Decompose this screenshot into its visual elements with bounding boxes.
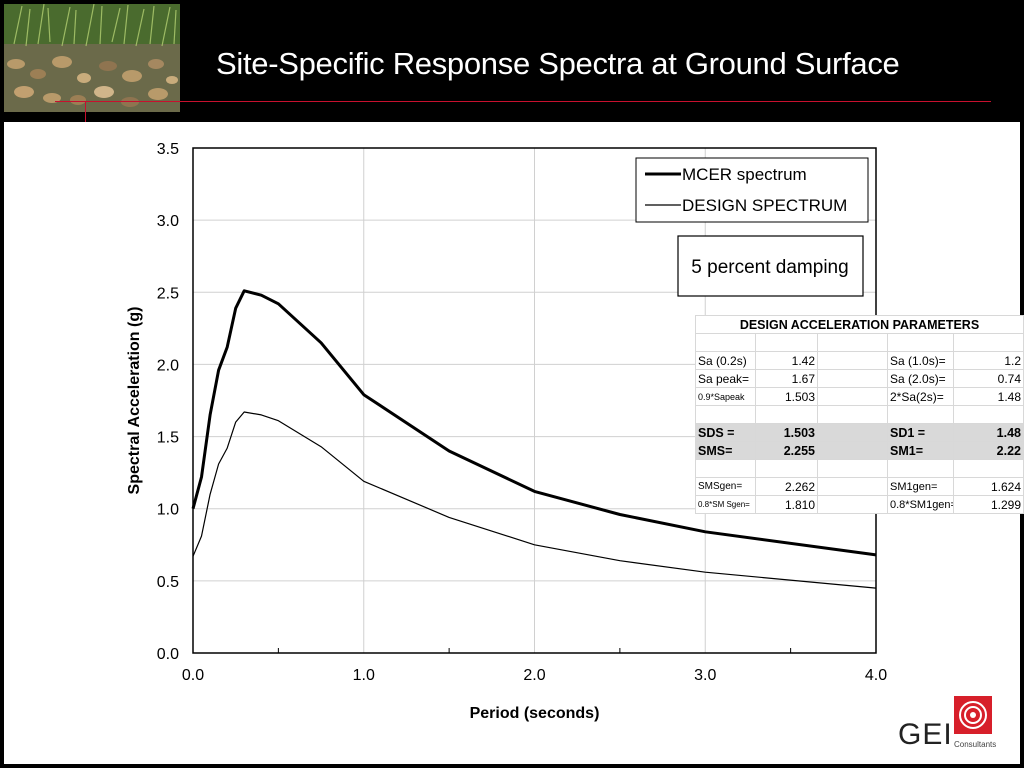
y-tick-label: 2.0 — [157, 357, 179, 374]
param-value: 1.48 — [953, 387, 1024, 406]
legend-label: DESIGN SPECTRUM — [682, 196, 847, 215]
x-tick-label: 4.0 — [865, 667, 887, 684]
param-row: SMSgen= 2.262 SM1gen= 1.624 — [695, 477, 1024, 496]
param-value: 1.299 — [953, 495, 1024, 514]
param-value: 2.22 — [953, 441, 1024, 460]
logo-subtitle: Consultants — [954, 740, 997, 749]
param-label: Sa (0.2s) — [695, 351, 756, 370]
param-value: 1.503 — [755, 387, 818, 406]
y-tick-label: 1.5 — [157, 430, 179, 447]
x-tick-label: 0.0 — [182, 667, 204, 684]
annotation-box — [677, 235, 864, 297]
logo-text: GEI — [898, 718, 953, 751]
param-row-shaded: SDS = 1.503 SD1 = 1.48 — [695, 423, 1024, 442]
title-underline — [55, 101, 991, 102]
param-label: 2*Sa(2s)= — [887, 387, 954, 406]
param-row-shaded: SMS= 2.255 SM1= 2.22 — [695, 441, 1024, 460]
series-line-2 — [192, 411, 877, 589]
param-row: 0.9*Sapeak 1.503 2*Sa(2s)= 1.48 — [695, 387, 1024, 406]
param-label: SM1gen= — [887, 477, 954, 496]
y-tick-label: 3.0 — [157, 213, 179, 230]
param-value: 1.42 — [755, 351, 818, 370]
slide-header: Site-Specific Response Spectra at Ground… — [0, 0, 1024, 161]
param-value: 1.2 — [953, 351, 1024, 370]
param-label: 0.9*Sapeak — [695, 387, 756, 406]
param-value: 1.624 — [953, 477, 1024, 496]
param-label: SDS = — [695, 423, 756, 442]
param-label: Sa (2.0s)= — [887, 369, 954, 388]
param-value: 1.48 — [953, 423, 1024, 442]
slide-title: Site-Specific Response Spectra at Ground… — [216, 46, 900, 81]
param-row: Sa (0.2s) 1.42 Sa (1.0s)= 1.2 — [695, 351, 1024, 370]
legend-label: MCER spectrum — [682, 165, 807, 184]
param-label: SMSgen= — [695, 477, 756, 496]
gei-logo: GEI Consultants — [898, 696, 998, 756]
design-parameters-table: DESIGN ACCELERATION PARAMETERS Sa (0.2s)… — [695, 315, 1024, 514]
param-value: 0.74 — [953, 369, 1024, 388]
param-label: Sa peak= — [695, 369, 756, 388]
param-value: 1.810 — [755, 495, 818, 514]
param-label: SMS= — [695, 441, 756, 460]
param-value: 2.262 — [755, 477, 818, 496]
x-tick-label: 1.0 — [353, 667, 375, 684]
param-label: Sa (1.0s)= — [887, 351, 954, 370]
y-tick-label: 0.0 — [157, 646, 179, 663]
legend-box — [635, 157, 869, 223]
param-label: SD1 = — [887, 423, 954, 442]
param-row: Sa peak= 1.67 Sa (2.0s)= 0.74 — [695, 369, 1024, 388]
annotation-text: 5 percent damping — [691, 257, 848, 278]
y-axis-label: Spectral Acceleration (g) — [126, 307, 143, 495]
param-label: SM1= — [887, 441, 954, 460]
header-photo — [4, 4, 180, 112]
y-tick-label: 0.5 — [157, 574, 179, 591]
param-value: 2.255 — [755, 441, 818, 460]
x-axis-label: Period (seconds) — [470, 705, 600, 722]
y-tick-label: 1.0 — [157, 502, 179, 519]
param-value: 1.503 — [755, 423, 818, 442]
logo-mark-icon — [954, 696, 992, 734]
y-tick-label: 3.5 — [157, 141, 179, 158]
param-label: 0.8*SM Sgen= — [695, 495, 756, 514]
param-row: 0.8*SM Sgen= 1.810 0.8*SM1gen= 1.299 — [695, 495, 1024, 514]
parameters-title: DESIGN ACCELERATION PARAMETERS — [695, 315, 1024, 334]
y-tick-label: 2.5 — [157, 285, 179, 302]
x-tick-label: 3.0 — [694, 667, 716, 684]
param-label: 0.8*SM1gen= — [887, 495, 954, 514]
param-value: 1.67 — [755, 369, 818, 388]
x-tick-label: 2.0 — [523, 667, 545, 684]
series-line-1 — [191, 289, 877, 557]
